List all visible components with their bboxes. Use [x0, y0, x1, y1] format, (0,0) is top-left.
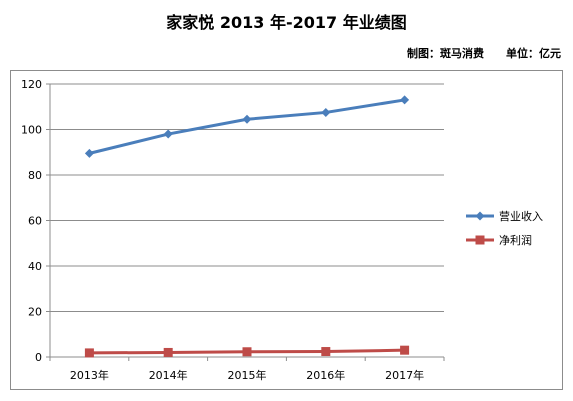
data-point [400, 95, 410, 105]
y-tick-label: 40 [28, 260, 42, 273]
legend-swatch-marker [475, 235, 485, 245]
credit-maker: 制图：斑马消费 [407, 47, 484, 60]
legend-label: 营业收入 [499, 209, 543, 223]
series-2 [84, 345, 410, 358]
data-point [321, 347, 331, 357]
y-tick-label: 80 [28, 169, 42, 182]
x-tick-label: 2014年 [149, 368, 188, 382]
legend-item: 营业收入 [466, 209, 543, 223]
y-tick-labels: 0 20 40 60 80 100 120 [21, 78, 42, 364]
data-point [84, 348, 94, 358]
series-1 [84, 95, 410, 158]
x-tick-label: 2013年 [70, 368, 109, 382]
y-tick-label: 120 [21, 78, 42, 91]
data-point [163, 347, 173, 357]
y-tick-label: 100 [21, 124, 42, 137]
data-point [84, 148, 94, 158]
credit-unit: 单位：亿元 [506, 47, 561, 60]
y-tick-label: 0 [35, 351, 42, 364]
chart-title: 家家悦 2013 年-2017 年业绩图 [166, 13, 407, 32]
y-tick-label: 20 [28, 306, 42, 319]
x-tick-label: 2015年 [228, 368, 267, 382]
series-line [89, 98, 405, 155]
x-tick-labels: 2013年 2014年 2015年 2016年 2017年 [70, 368, 424, 382]
x-tick-label: 2017年 [385, 368, 424, 382]
legend-swatch-marker [475, 211, 485, 221]
chart-credit: 制图：斑马消费 单位：亿元 [407, 45, 561, 61]
data-point [163, 129, 173, 139]
grid-lines [50, 83, 444, 312]
data-point [321, 107, 331, 117]
legend-item: 净利润 [466, 233, 532, 247]
data-point [400, 345, 410, 355]
series-group [84, 95, 410, 358]
x-tick-label: 2016年 [306, 368, 345, 382]
chart-frame [10, 70, 563, 390]
axes [46, 83, 445, 361]
data-point [242, 114, 252, 124]
legend-label: 净利润 [499, 233, 532, 247]
data-point [242, 347, 252, 357]
y-tick-label: 60 [28, 215, 42, 228]
